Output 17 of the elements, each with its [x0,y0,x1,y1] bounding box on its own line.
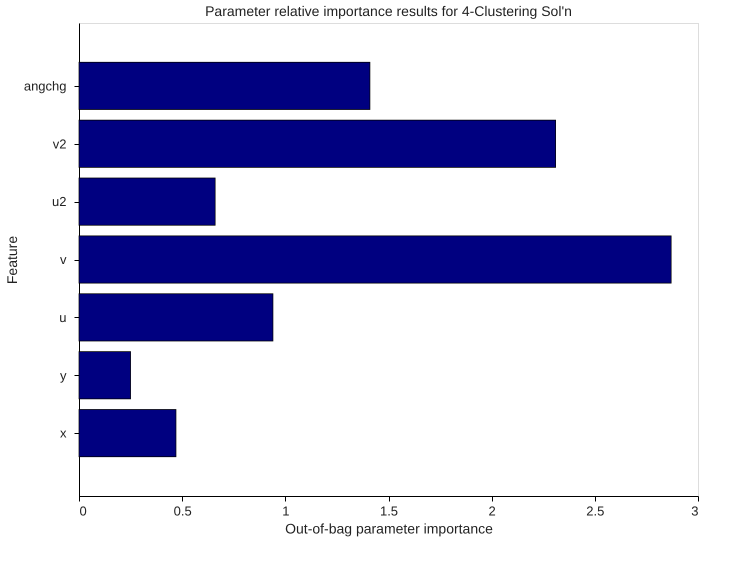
y-tick-label: v [60,252,67,267]
chart-title: Parameter relative importance results for 4-Clustering Sol'n [205,3,572,19]
y-tick-label: angchg [24,78,66,94]
x-tick-label: 1.5 [380,504,398,518]
y-axis-title: Feature [4,236,20,284]
x-tick-label: 1 [282,504,290,518]
x-tick-label: 3 [691,504,698,518]
y-tick-label: v2 [52,136,66,152]
x-tick-label: 0.5 [174,504,192,518]
y-tick-label: u [59,310,66,325]
x-axis-title: Out-of-bag parameter importance [285,520,494,536]
y-tick-label: y [60,368,67,383]
y-tick-label: u2 [52,194,66,210]
y-tick-label: x [60,426,67,441]
x-tick-label: 2.5 [586,504,604,518]
x-tick-label: 2 [488,504,496,518]
x-tick-label: 0 [80,504,87,518]
